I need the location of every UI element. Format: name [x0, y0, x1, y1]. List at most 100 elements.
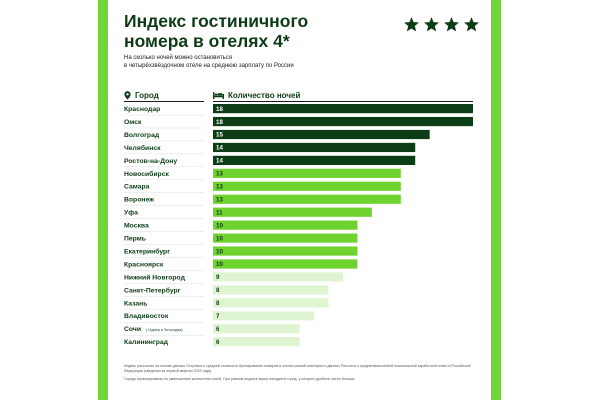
bar-row: Москва 10 [124, 220, 358, 232]
bar [213, 298, 329, 308]
star-icon [464, 17, 479, 32]
bar-row: Пермь 10 [124, 233, 358, 245]
bar-row: Калининград 6 [124, 337, 300, 347]
subtitle-line-2: в четырёхзвёздочном отеле на среднюю зар… [124, 63, 294, 69]
bar [213, 324, 300, 334]
bar [213, 246, 358, 256]
bar-value-label: 15 [216, 132, 223, 139]
city-note: (+Адлер и Эстосадок) [146, 328, 183, 332]
city-label: Сочи [124, 326, 141, 333]
bar [213, 194, 401, 204]
city-label: Екатеринбург [124, 247, 170, 255]
bar [213, 207, 372, 217]
bar-row: Нижний Новгород 9 [124, 272, 343, 284]
bar-value-label: 6 [216, 326, 220, 333]
bar-value-label: 6 [216, 339, 220, 346]
bar [213, 155, 416, 165]
bar-value-label: 13 [216, 184, 223, 191]
bar-value-label: 10 [216, 222, 223, 229]
bar-value-label: 10 [216, 235, 223, 242]
footnote: Индекс рассчитан на основе данных Остров… [124, 364, 479, 385]
bar-row: Казань 8 [124, 298, 329, 310]
star-icon [404, 17, 419, 32]
bar [213, 259, 358, 269]
city-label: Красноярск [124, 261, 164, 268]
bar-value-label: 8 [216, 300, 220, 307]
city-header-rule [124, 101, 204, 102]
city-label: Уфа [124, 210, 138, 217]
nights-header-rule [213, 101, 473, 102]
bar-value-label: 11 [216, 209, 223, 216]
footnote-method: Индекс рассчитан на основе данных Остров… [124, 364, 471, 373]
city-label: Самара [124, 184, 150, 191]
bar-row: Новосибирск 13 [124, 168, 401, 181]
subtitle-line-1: На сколько ночей можно остановиться [124, 55, 232, 61]
bar [213, 129, 430, 140]
city-column-label: Город [135, 90, 159, 100]
city-label: Санкт-Петербург [124, 286, 181, 294]
bar-row: Челябинск 14 [124, 142, 416, 155]
bar-row: Сочи (+Адлер и Эстосадок) 6 [124, 324, 300, 336]
city-label: Пермь [124, 236, 146, 243]
star-icon [444, 17, 459, 32]
bar [213, 104, 473, 114]
nights-column-header: Количество ночей [213, 90, 300, 100]
bar-value-label: 14 [216, 145, 223, 152]
bar-row: Санкт-Петербург 8 [124, 285, 329, 297]
city-label: Краснодар [124, 106, 160, 113]
city-label: Волгоград [124, 132, 160, 139]
bar-value-label: 10 [216, 248, 223, 255]
bar-row: Омск 18 [124, 116, 473, 129]
bar-row: Екатеринбург 10 [124, 246, 358, 258]
bar-row: Ростов-на-Дону 14 [124, 155, 416, 168]
bar-value-label: 13 [216, 171, 223, 178]
city-label: Москва [124, 223, 149, 230]
city-column-header: Город [124, 90, 159, 100]
city-label: Владивосток [124, 313, 169, 320]
bar [213, 142, 416, 153]
city-label: Ростов-на-Дону [124, 158, 177, 165]
city-label: Казань [124, 300, 147, 307]
city-label: Челябинск [124, 144, 161, 152]
rating-stars [403, 16, 480, 33]
location-pin-icon [124, 90, 131, 100]
bar-value-label: 13 [216, 196, 223, 203]
city-label: Нижний Новгород [124, 273, 186, 281]
bar [213, 337, 300, 347]
bar [213, 181, 401, 191]
bar-row: Воронеж 13 [124, 194, 401, 206]
city-label: Калининград [124, 339, 169, 346]
page-subtitle: На сколько ночей можно остановиться в че… [124, 54, 384, 70]
bar [213, 168, 401, 178]
bar-value-label: 18 [216, 119, 223, 126]
bar-row: Краснодар 18 [124, 104, 473, 116]
bar [213, 233, 358, 243]
star-icon [424, 17, 439, 32]
bar [213, 116, 473, 127]
bar-row: Уфа 11 [124, 207, 372, 219]
bar-row: Красноярск 10 [124, 259, 358, 271]
bed-icon [213, 92, 224, 99]
city-label: Новосибирск [124, 170, 169, 178]
bar-value-label: 9 [216, 274, 220, 281]
bar-value-label: 8 [216, 287, 220, 294]
title-line-1: Индекс гостиничного [124, 11, 309, 31]
city-label: Воронеж [124, 197, 154, 204]
footnote-ranking: Города отранжированы по уменьшению колич… [124, 377, 356, 381]
bar-row: Самара 13 [124, 181, 401, 193]
nights-column-label: Количество ночей [228, 90, 301, 100]
bar [213, 272, 343, 282]
bar-value-label: 7 [216, 313, 220, 320]
bar-value-label: 18 [216, 106, 223, 113]
bar-row: Владивосток 7 [124, 311, 315, 323]
bar [213, 220, 358, 230]
bar-row: Волгоград 15 [124, 129, 430, 142]
title-line-2: номера в отелях 4* [124, 31, 290, 51]
city-label: Омск [124, 119, 142, 126]
page-title: Индекс гостиничного номера в отелях 4* [124, 11, 384, 51]
bar [213, 311, 315, 321]
bar-value-label: 10 [216, 261, 223, 268]
bar-value-label: 14 [216, 158, 223, 165]
bar [213, 285, 329, 295]
